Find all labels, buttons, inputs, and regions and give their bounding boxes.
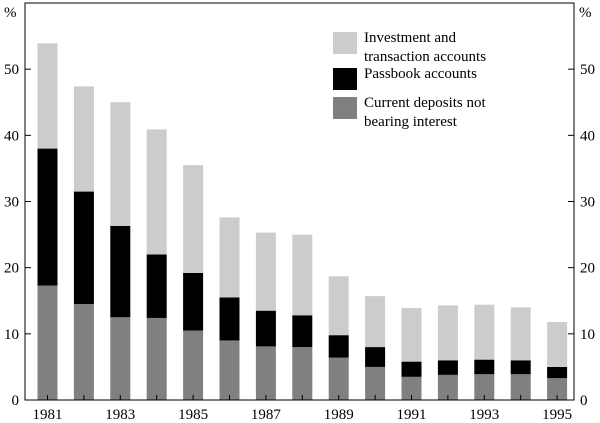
- x-tick-label-1989: 1989: [324, 407, 354, 423]
- bar-passbook-1984: [146, 254, 167, 318]
- legend: Investment and transaction accountsPassbo…: [333, 30, 486, 130]
- bar-investment-1981: [37, 43, 58, 149]
- bar-current-1994: [510, 374, 531, 400]
- y-unit-left: %: [4, 5, 17, 21]
- x-tick-label-1995: 1995: [542, 407, 572, 423]
- bar-investment-1990: [365, 296, 386, 348]
- bar-investment-1987: [255, 232, 276, 311]
- legend-swatch-current: [333, 97, 357, 119]
- x-tick-label-1993: 1993: [469, 407, 499, 423]
- legend-label-passbook-line-1: Passbook accounts: [364, 66, 477, 82]
- x-ticks-group: 1981 1983 1985 1987 1989 1991 1993 1995: [33, 395, 572, 423]
- bar-current-1983: [110, 317, 131, 400]
- bar-investment-1984: [146, 129, 167, 255]
- bar-current-1981: [37, 285, 58, 400]
- bar-passbook-1985: [183, 272, 204, 331]
- bar-investment-1995: [547, 321, 568, 367]
- bar-current-1985: [183, 330, 204, 400]
- bar-investment-1993: [474, 304, 495, 360]
- y-tick-label-left-10: 10: [4, 327, 19, 343]
- bar-investment-1986: [219, 217, 240, 298]
- y-tick-label-right-10: 10: [580, 327, 595, 343]
- y-tick-label-left-40: 40: [4, 128, 19, 144]
- y-tick-label-right-40: 40: [580, 128, 595, 144]
- legend-label-investment-line-1: Investment and: [364, 30, 457, 46]
- bars-group: [37, 43, 568, 400]
- bar-current-1992: [437, 374, 458, 400]
- bar-investment-1982: [73, 86, 94, 192]
- legend-swatch-investment: [333, 32, 357, 54]
- bar-passbook-1986: [219, 297, 240, 341]
- bar-current-1989: [328, 357, 349, 400]
- y-tick-label-left-20: 20: [4, 261, 19, 277]
- bar-current-1982: [73, 304, 94, 400]
- bar-current-1991: [401, 376, 422, 400]
- y-tick-label-left-30: 30: [4, 195, 19, 211]
- bar-passbook-1989: [328, 335, 349, 358]
- bar-investment-1985: [183, 165, 204, 273]
- y-tick-label-left-50: 50: [4, 62, 19, 78]
- y-ticks-group: 0 0 10 10 20 20 30 30 40 40 50 50: [4, 62, 595, 409]
- bar-passbook-1994: [510, 360, 531, 375]
- bar-current-1988: [292, 347, 313, 400]
- bar-current-1984: [146, 317, 167, 400]
- bar-current-1987: [255, 346, 276, 400]
- y-tick-label-right-20: 20: [580, 261, 595, 277]
- y-tick-label-right-30: 30: [580, 195, 595, 211]
- bar-passbook-1992: [437, 360, 458, 375]
- y-unit-right: %: [579, 5, 592, 21]
- bar-passbook-1981: [37, 148, 58, 286]
- x-tick-label-1981: 1981: [33, 407, 63, 423]
- bar-passbook-1987: [255, 310, 276, 347]
- x-tick-label-1985: 1985: [178, 407, 208, 423]
- x-tick-label-1991: 1991: [397, 407, 427, 423]
- y-tick-label-right-0: 0: [580, 393, 588, 409]
- x-tick-label-1983: 1983: [105, 407, 135, 423]
- legend-swatch-passbook: [333, 68, 357, 90]
- y-tick-label-right-50: 50: [580, 62, 595, 78]
- x-tick-label-1987: 1987: [251, 407, 282, 423]
- bar-passbook-1983: [110, 225, 131, 318]
- bar-investment-1994: [510, 307, 531, 361]
- bar-passbook-1988: [292, 315, 313, 348]
- bar-passbook-1990: [365, 347, 386, 367]
- bar-investment-1989: [328, 276, 349, 336]
- legend-label-current-line-2: bearing interest: [364, 114, 458, 130]
- bar-investment-1992: [437, 305, 458, 361]
- bar-current-1995: [547, 378, 568, 400]
- bar-passbook-1991: [401, 361, 422, 377]
- y-tick-label-left-0: 0: [12, 393, 20, 409]
- bar-passbook-1995: [547, 366, 568, 379]
- bar-passbook-1982: [73, 191, 94, 305]
- bar-current-1986: [219, 340, 240, 400]
- bar-investment-1988: [292, 234, 313, 316]
- bar-investment-1991: [401, 308, 422, 362]
- legend-label-investment-line-2: transaction accounts: [364, 49, 486, 65]
- bar-current-1990: [365, 366, 386, 400]
- legend-label-current-line-1: Current deposits not: [364, 95, 486, 111]
- bar-investment-1983: [110, 102, 131, 226]
- bar-current-1993: [474, 374, 495, 400]
- bar-passbook-1993: [474, 359, 495, 375]
